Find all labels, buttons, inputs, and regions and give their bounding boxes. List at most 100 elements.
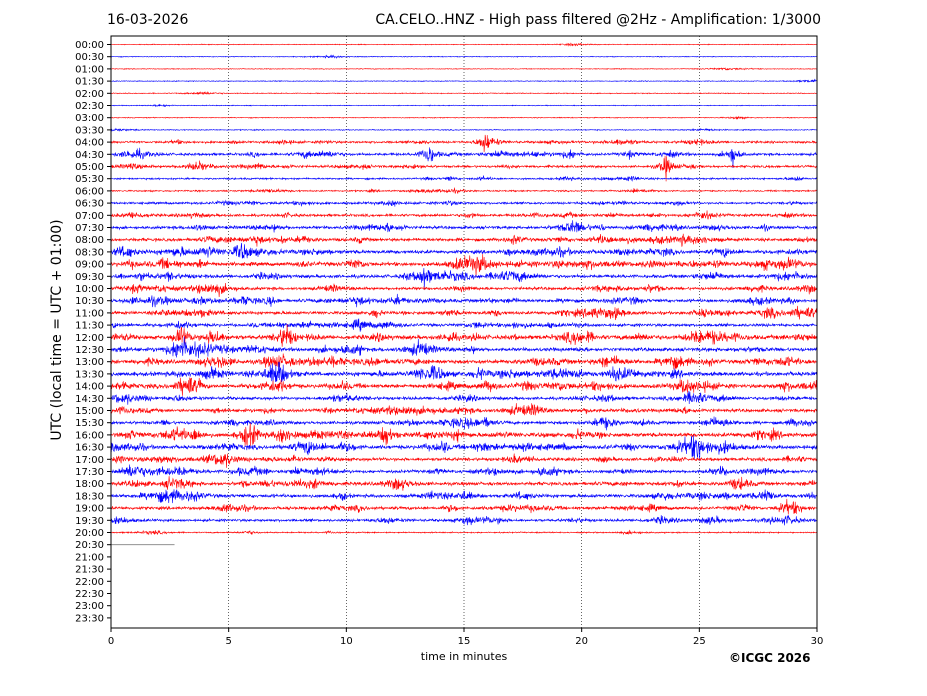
- trace-row-0230: [110, 103, 818, 108]
- trace-row-0400: [110, 134, 818, 153]
- y-tick-label: 23:30: [75, 613, 104, 624]
- y-tick-label: 19:00: [75, 504, 104, 515]
- y-tick-label: 22:00: [75, 577, 104, 588]
- y-tick-label: 07:00: [75, 211, 104, 222]
- x-axis-label: time in minutes: [420, 650, 508, 663]
- y-tick-label: 05:30: [75, 174, 104, 185]
- trace-row-1030: [110, 293, 818, 308]
- trace-row-0130: [110, 78, 818, 84]
- trace-row-0730: [110, 220, 818, 233]
- trace-row-0600: [110, 187, 818, 194]
- trace-row-0430: [110, 147, 818, 169]
- y-tick-label: 14:00: [75, 382, 104, 393]
- y-tick-label: 12:00: [75, 333, 104, 344]
- y-tick-label: 21:30: [75, 565, 104, 576]
- trace-row-1900: [110, 498, 818, 515]
- trace-row-0000: [110, 42, 818, 47]
- trace-row-1830: [110, 489, 818, 504]
- trace-row-0930: [110, 268, 818, 290]
- trace-row-1600: [110, 423, 818, 447]
- y-tick-label: 00:30: [75, 52, 104, 63]
- y-tick-label: 09:00: [75, 260, 104, 271]
- plot-frame: [110, 35, 818, 629]
- trace-row-1100: [110, 305, 818, 321]
- y-tick-label: 15:30: [75, 418, 104, 429]
- y-tick-label: 06:30: [75, 199, 104, 210]
- x-tick-label: 25: [693, 636, 706, 647]
- x-tick-label: 0: [108, 636, 114, 647]
- trace-row-0530: [110, 174, 818, 182]
- y-tick-label: 02:30: [75, 101, 104, 112]
- y-tick-label: 18:30: [75, 491, 104, 502]
- y-tick-label: 17:30: [75, 467, 104, 478]
- y-tick-label: 00:00: [75, 40, 104, 51]
- trace-row-1130: [110, 318, 818, 332]
- y-tick-label: 04:30: [75, 150, 104, 161]
- date-label: 16-03-2026: [107, 12, 189, 28]
- y-tick-label: 23:00: [75, 601, 104, 612]
- y-tick-label: 12:30: [75, 345, 104, 356]
- y-tick-label: 11:00: [75, 308, 104, 319]
- y-tick-label: 15:00: [75, 406, 104, 417]
- trace-row-1000: [110, 282, 818, 298]
- x-tick-layer: 0 5 10 15 20 25 30: [108, 628, 823, 647]
- x-tick-label: 20: [575, 636, 588, 647]
- trace-row-1330: [110, 361, 818, 383]
- y-tick-label: 08:00: [75, 235, 104, 246]
- y-tick-label: 18:00: [75, 479, 104, 490]
- y-tick-label: 04:00: [75, 138, 104, 149]
- y-tick-label: 16:30: [75, 443, 104, 454]
- y-tick-label: 20:30: [75, 540, 104, 551]
- trace-row-0330: [110, 127, 818, 132]
- y-tick-label: 13:00: [75, 357, 104, 368]
- y-tick-label: 20:00: [75, 528, 104, 539]
- trace-row-1800: [110, 476, 818, 491]
- trace-row-1700: [110, 453, 818, 468]
- trace-row-1300: [110, 353, 818, 370]
- y-tick-label: 02:00: [75, 89, 104, 100]
- trace-layer: [110, 42, 818, 546]
- trace-row-0300: [110, 115, 818, 120]
- trace-row-0500: [110, 155, 818, 182]
- trace-row-1630: [110, 435, 818, 461]
- y-tick-label: 11:30: [75, 321, 104, 332]
- trace-row-0800: [110, 233, 818, 247]
- y-tick-label: 09:30: [75, 272, 104, 283]
- y-tick-label: 21:00: [75, 552, 104, 563]
- y-tick-label: 01:00: [75, 64, 104, 75]
- trace-row-1400: [110, 377, 818, 396]
- trace-row-1200: [110, 324, 818, 347]
- y-tick-label: 13:30: [75, 369, 104, 380]
- y-tick-label: 14:30: [75, 394, 104, 405]
- trace-row-1930: [110, 515, 818, 526]
- trace-row-0030: [110, 54, 817, 59]
- y-tick-label: 19:30: [75, 516, 104, 527]
- y-tick-label: 10:00: [75, 284, 104, 295]
- trace-row-1530: [110, 416, 818, 431]
- y-tick-label: 10:30: [75, 296, 104, 307]
- trace-row-0630: [110, 199, 818, 207]
- y-tick-label: 16:00: [75, 430, 104, 441]
- y-tick-label: 17:00: [75, 455, 104, 466]
- chart-title: CA.CELO..HNZ - High pass filtered @2Hz -…: [375, 12, 821, 28]
- trace-row-1500: [110, 403, 818, 416]
- trace-row-0100: [110, 67, 818, 71]
- trace-row-1730: [110, 464, 818, 477]
- y-tick-label: 06:00: [75, 186, 104, 197]
- trace-row-0200: [110, 91, 818, 96]
- copyright-label: ©ICGC 2026: [729, 651, 811, 665]
- x-tick-label: 10: [340, 636, 353, 647]
- trace-row-1230: [110, 336, 818, 359]
- y-tick-label: 05:00: [75, 162, 104, 173]
- y-tick-label: 03:00: [75, 113, 104, 124]
- y-tick-label: 22:30: [75, 589, 104, 600]
- y-tick-label: 08:30: [75, 247, 104, 258]
- y-tick-label: 07:30: [75, 223, 104, 234]
- y-tick-label: 01:30: [75, 77, 104, 88]
- grid-layer: [228, 36, 700, 628]
- trace-row-0700: [110, 210, 818, 220]
- trace-row-1430: [110, 390, 818, 405]
- x-tick-label: 15: [458, 636, 471, 647]
